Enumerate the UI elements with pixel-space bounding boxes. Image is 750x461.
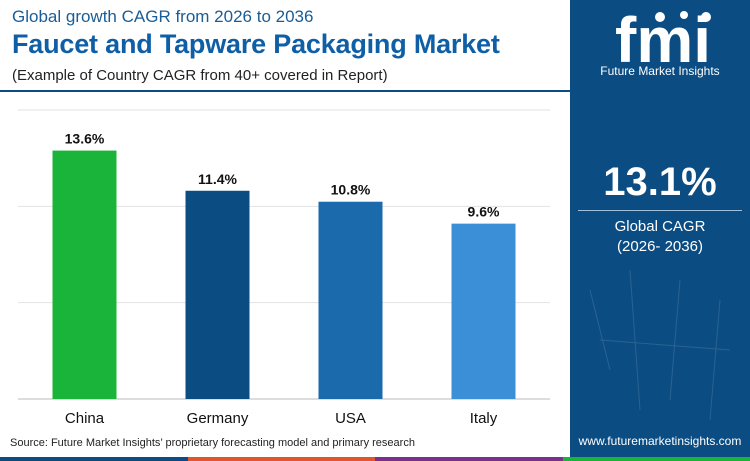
x-tick-label: USA <box>335 410 366 427</box>
fmi-logo: fmi <box>615 6 711 76</box>
bar-italy <box>451 223 516 399</box>
headline-label-block: Global CAGR (2026- 2036) <box>570 217 750 257</box>
globe-icon <box>655 12 665 22</box>
headline-label: Global CAGR <box>614 218 706 235</box>
headline-value: 13.1% <box>603 160 717 204</box>
headline-period: (2026- 2036) <box>617 238 703 255</box>
globe-icon <box>701 12 711 22</box>
header-divider <box>0 90 570 92</box>
stripe-segment <box>375 457 563 461</box>
supertitle: Global growth CAGR from 2026 to 2036 <box>12 7 314 26</box>
logo-caption: Future Market Insights <box>600 64 720 78</box>
x-tick-label: Italy <box>470 410 498 427</box>
data-label: 13.6% <box>65 131 105 147</box>
data-label: 11.4% <box>198 171 237 187</box>
website-link[interactable]: www.futuremarketinsights.com <box>578 434 742 448</box>
bar-chart: 13.6% China 11.4% Germany 10.8% USA 9.6% Italy <box>18 109 550 427</box>
page-title: Faucet and Tapware Packaging Market <box>12 29 500 59</box>
subtitle: (Example of Country CAGR from 40+ covere… <box>12 67 388 84</box>
headline-divider <box>578 210 742 211</box>
panel-texture <box>589 269 731 421</box>
stripe-segment <box>562 457 750 461</box>
data-label: 9.6% <box>468 204 500 220</box>
summary-panel: fmi Future Market Insights 13.1% Global … <box>570 0 750 461</box>
data-label: 10.8% <box>331 182 371 198</box>
source-note: Source: Future Market Insights’ propriet… <box>10 437 415 449</box>
bar-usa <box>318 201 383 399</box>
bottom-stripe <box>0 457 750 461</box>
x-tick-label: Germany <box>187 410 249 427</box>
stripe-segment <box>187 457 375 461</box>
globe-icon <box>680 11 688 19</box>
bar-china <box>52 150 117 399</box>
stripe-segment <box>0 457 188 461</box>
x-tick-label: China <box>65 410 105 427</box>
chart-panel: Global growth CAGR from 2026 to 2036 Fau… <box>0 7 570 449</box>
bar-germany <box>185 190 250 399</box>
